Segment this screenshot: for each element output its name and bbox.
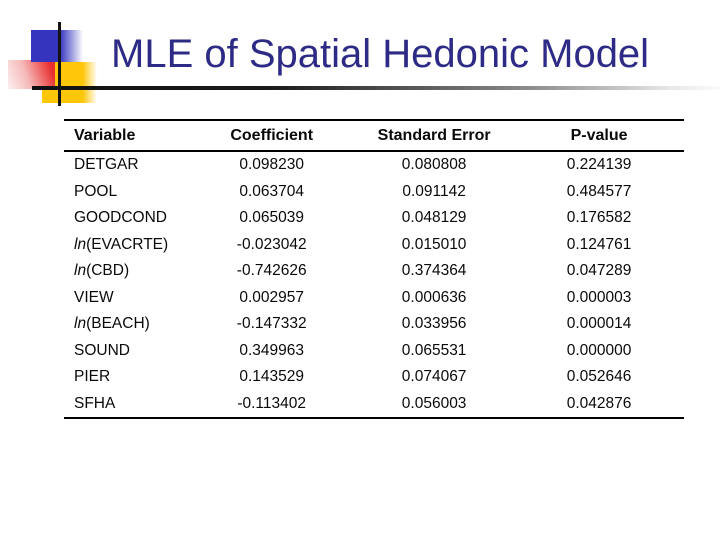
decoration-vertical-rule — [58, 22, 61, 106]
coefficient-cell: -0.023042 — [236, 235, 307, 253]
p-value-cell: 0.042876 — [566, 394, 632, 412]
std-error-cell: 0.000636 — [401, 288, 467, 306]
decoration-horizontal-rule — [32, 86, 720, 90]
table-row: GOODCOND 0.065039 0.048129 0.176582 — [64, 205, 684, 232]
table-row: POOL 0.063704 0.091142 0.484577 — [64, 179, 684, 206]
p-value-cell: 0.000003 — [566, 288, 632, 306]
results-table-body: DETGAR 0.098230 0.080808 0.224139 POOL 0.0637… — [64, 151, 684, 418]
coefficient-cell: 0.065039 — [239, 209, 305, 227]
col-header-variable: Variable — [64, 120, 190, 152]
variable-cell: ln(EVACRTE) — [74, 235, 169, 253]
table-row: DETGAR 0.098230 0.080808 0.224139 — [64, 151, 684, 179]
std-error-cell: 0.080808 — [401, 156, 467, 174]
coefficient-cell: -0.742626 — [236, 262, 307, 280]
std-error-cell: 0.056003 — [401, 394, 467, 412]
variable-cell: SFHA — [74, 394, 116, 412]
coefficient-cell: 0.063704 — [239, 182, 305, 200]
table-row: SFHA -0.113402 0.056003 0.042876 — [64, 391, 684, 419]
coefficient-cell: 0.002957 — [239, 288, 305, 306]
results-table-container: Variable Coefficient Standard Error P-va… — [64, 119, 684, 419]
coefficient-cell: 0.143529 — [239, 368, 305, 386]
variable-cell: DETGAR — [74, 156, 139, 174]
results-table: Variable Coefficient Standard Error P-va… — [64, 119, 684, 419]
col-header-coefficient: Coefficient — [189, 120, 355, 152]
variable-cell: ln(BEACH) — [74, 315, 150, 333]
p-value-cell: 0.484577 — [566, 182, 632, 200]
std-error-cell: 0.015010 — [401, 235, 467, 253]
coefficient-cell: -0.147332 — [236, 315, 307, 333]
std-error-cell: 0.374364 — [401, 262, 467, 280]
variable-cell: SOUND — [74, 341, 130, 359]
p-value-cell: 0.176582 — [566, 209, 632, 227]
variable-cell: POOL — [74, 182, 118, 200]
variable-cell: GOODCOND — [74, 209, 167, 227]
std-error-cell: 0.033956 — [401, 315, 467, 333]
variable-cell: VIEW — [74, 288, 114, 306]
variable-cell: PIER — [74, 368, 111, 386]
table-row: SOUND 0.349963 0.065531 0.000000 — [64, 338, 684, 365]
table-row: ln(EVACRTE) -0.023042 0.015010 0.124761 — [64, 232, 684, 259]
slide-title: MLE of Spatial Hedonic Model — [111, 32, 650, 76]
std-error-cell: 0.048129 — [401, 209, 467, 227]
table-row: VIEW 0.002957 0.000636 0.000003 — [64, 285, 684, 312]
coefficient-cell: 0.098230 — [239, 156, 305, 174]
coefficient-cell: -0.113402 — [237, 394, 307, 412]
table-row: PIER 0.143529 0.074067 0.052646 — [64, 364, 684, 391]
table-row: ln(BEACH) -0.147332 0.033956 0.000014 — [64, 311, 684, 338]
p-value-cell: 0.224139 — [566, 156, 632, 174]
p-value-cell: 0.000014 — [566, 315, 632, 333]
decoration-red-square — [8, 60, 55, 89]
p-value-cell: 0.000000 — [566, 341, 632, 359]
coefficient-cell: 0.349963 — [239, 341, 305, 359]
variable-cell: ln(CBD) — [74, 262, 130, 280]
p-value-cell: 0.124761 — [566, 235, 632, 253]
col-header-p-value: P-value — [514, 120, 684, 152]
col-header-standard-error: Standard Error — [354, 120, 515, 152]
std-error-cell: 0.065531 — [401, 341, 467, 359]
decoration-blue-square — [31, 30, 83, 62]
table-row: ln(CBD) -0.742626 0.374364 0.047289 — [64, 258, 684, 285]
std-error-cell: 0.091142 — [402, 182, 466, 200]
std-error-cell: 0.074067 — [401, 368, 467, 386]
p-value-cell: 0.052646 — [566, 368, 632, 386]
p-value-cell: 0.047289 — [566, 262, 632, 280]
table-header-row: Variable Coefficient Standard Error P-va… — [64, 120, 684, 152]
